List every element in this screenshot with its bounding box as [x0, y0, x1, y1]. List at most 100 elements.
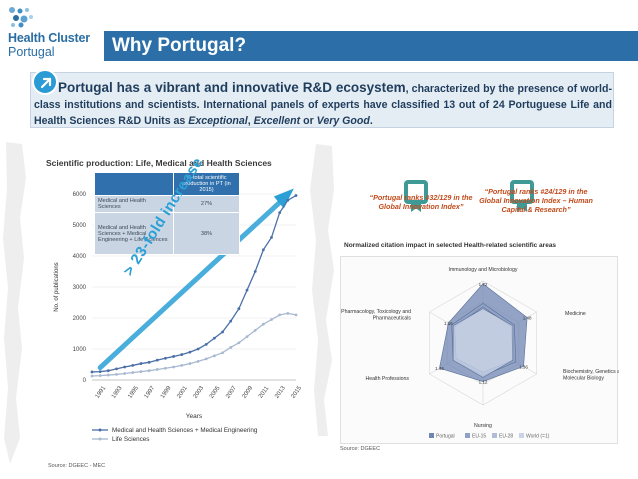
x-tick-label: 1995 [127, 385, 140, 400]
radar-chart-panel: 1.72 1.48 1.36 1.12 1.46 1.16 Immunology and M… [340, 256, 626, 444]
radar-axis-label: Immunology and Microbiology [449, 267, 518, 273]
legend-marker [98, 428, 102, 432]
data-point [131, 364, 135, 367]
share-table-row: Medical and Health Sciences 27% [94, 195, 240, 213]
intro-sep: or [300, 115, 317, 127]
x-axis-title: Years [186, 413, 203, 420]
data-point [270, 236, 273, 239]
left-chart-title: Scientific production: Life, Medical and… [46, 158, 272, 168]
data-point [147, 369, 151, 373]
data-point [115, 367, 118, 371]
share-table-value: 38% [173, 212, 240, 255]
radar-axis-label: Nursing [474, 423, 492, 429]
source-right: Source: DGEEC [340, 446, 381, 452]
portugal-map-right [310, 144, 334, 436]
intro-sep: , [247, 115, 254, 127]
intro-end: . [369, 115, 373, 127]
intro-lead: Portugal has a vibrant and innovative R&… [58, 80, 406, 95]
x-tick-label: 2011 [258, 385, 271, 400]
x-tick-label: 2005 [209, 385, 222, 400]
legend-label: World (=1) [526, 434, 550, 440]
radar-value-label: 1.36 [519, 364, 528, 369]
y-tick-label: 2000 [73, 316, 87, 322]
x-tick-label: 1993 [111, 385, 124, 400]
legend-swatch [492, 433, 497, 438]
citation-radar-chart: 1.72 1.48 1.36 1.12 1.46 1.16 Immunology and M… [341, 267, 626, 440]
share-table-value: 27% [173, 195, 240, 213]
health-cluster-logo[interactable]: Health Cluster Portugal [4, 4, 104, 64]
data-point [253, 270, 257, 273]
y-tick-label: 1000 [73, 347, 87, 353]
y-tick-label: 0 [83, 378, 87, 384]
radar-axis-label: Pharmacology, Toxicology and Pharmaceutic… [341, 309, 411, 322]
x-tick-label: 1999 [160, 385, 173, 400]
data-point [237, 307, 241, 311]
data-point [278, 211, 282, 214]
radar-value-label: 1.16 [444, 321, 453, 326]
data-point [278, 313, 282, 317]
data-point [204, 342, 208, 346]
data-point [196, 347, 200, 351]
data-point [229, 319, 233, 323]
share-table-label: Medical and Health Sciences + Medical En… [94, 212, 174, 255]
y-axis-title: No. of publications [54, 262, 60, 311]
data-point [229, 346, 233, 349]
slide-title: Why Portugal? [112, 35, 247, 56]
portugal-map-left [3, 142, 26, 464]
x-tick-label: 1997 [144, 385, 157, 400]
radar-value-label: 1.12 [479, 380, 488, 385]
intro-text: Portugal has a vibrant and innovative R&… [34, 80, 612, 129]
data-point [98, 370, 102, 374]
share-table: % total scientific production in PT (in … [94, 172, 240, 255]
y-tick-label: 6000 [73, 192, 87, 198]
data-point [155, 358, 159, 362]
arrow-up-right-icon [32, 69, 58, 95]
data-point [221, 330, 224, 334]
legend-label: EU-28 [499, 434, 513, 440]
legend-label: Medical and Health Sciences + Medical En… [112, 427, 258, 434]
data-point [155, 368, 159, 371]
x-tick-label: 2001 [176, 385, 189, 400]
radar-value-label: 1.72 [479, 282, 488, 287]
share-table-label: Medical and Health Sciences [94, 195, 174, 213]
data-point [221, 351, 224, 355]
intro-em-exceptional: Exceptional [188, 115, 248, 127]
title-bar: Why Portugal? [104, 31, 638, 61]
x-tick-label: 2007 [225, 385, 238, 400]
data-point [253, 329, 257, 332]
data-point [188, 362, 192, 365]
x-tick-label: 1991 [95, 385, 108, 400]
radar-axis-label: Health Professions [365, 376, 409, 382]
share-table-header-row: % total scientific production in PT (in … [94, 172, 240, 196]
data-point [123, 365, 127, 369]
data-point [147, 360, 151, 364]
data-point [294, 194, 298, 197]
rank-global-innovation: “Portugal ranks #32/129 in the Global In… [369, 193, 473, 211]
legend-label: Life Sciences [112, 436, 149, 443]
legend-marker [98, 437, 102, 441]
data-point [106, 369, 110, 373]
data-point [90, 370, 94, 374]
data-point [172, 365, 176, 369]
data-point [245, 335, 249, 338]
data-point [294, 313, 298, 317]
data-point [237, 341, 241, 345]
rank-human-capital: “Portugal ranks #24/129 in the Global In… [479, 187, 593, 214]
logo-dots-icon [9, 7, 33, 28]
logo-line-1: Health Cluster [8, 31, 90, 45]
source-left: Source: DGEEC - MEC [48, 463, 106, 469]
y-tick-label: 3000 [73, 285, 87, 291]
y-tick-label: 5000 [73, 223, 87, 229]
data-point [286, 311, 290, 315]
data-point [261, 322, 265, 326]
intro-body: , characterized by the presence of world… [34, 83, 612, 127]
radar-series-3 [452, 308, 514, 378]
data-point [261, 248, 265, 252]
data-point [131, 371, 135, 374]
data-point [270, 318, 273, 321]
radar-value-label: 1.46 [435, 366, 444, 371]
intro-em-very-good: Very Good [316, 115, 370, 127]
intro-em-excellent: Excellent [253, 115, 301, 127]
data-point [213, 336, 216, 340]
award-badge-icon [510, 180, 534, 220]
